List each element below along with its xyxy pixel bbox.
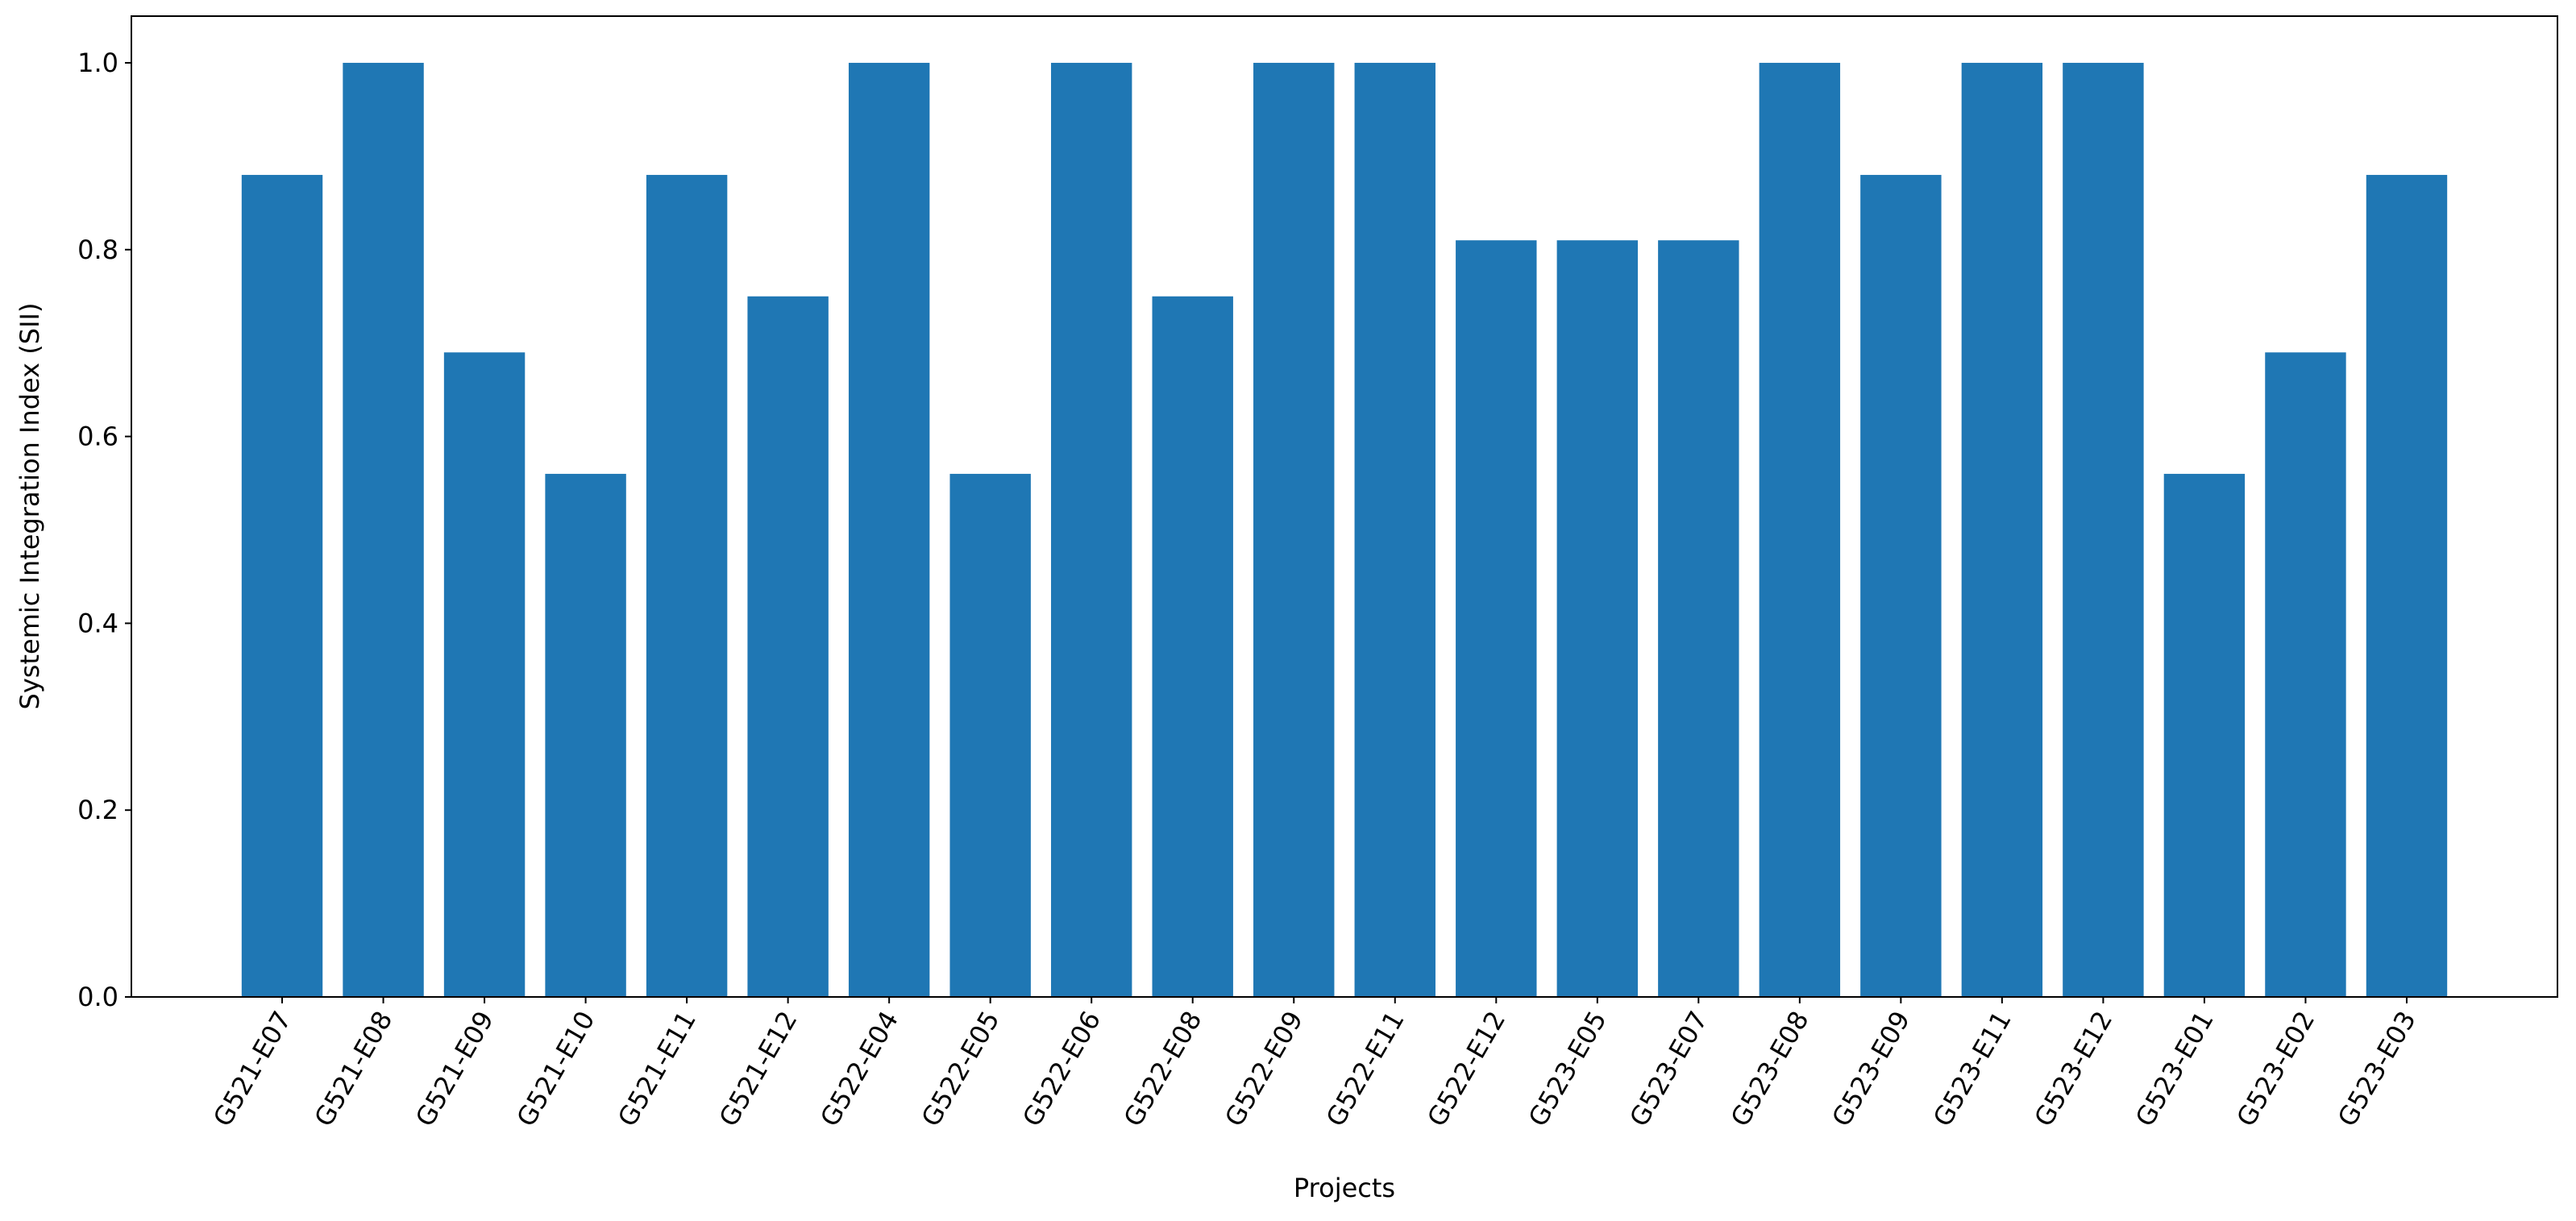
bar xyxy=(1152,296,1233,997)
y-tick-label: 0.4 xyxy=(77,608,118,638)
bar xyxy=(1556,240,1639,998)
bar xyxy=(343,62,424,997)
y-tick-label: 0.0 xyxy=(77,982,118,1012)
y-tick-label: 0.6 xyxy=(77,422,118,452)
bar xyxy=(1961,62,2043,997)
bar xyxy=(1354,62,1435,997)
axes-frame xyxy=(131,15,2558,998)
bar xyxy=(949,473,1031,997)
y-tick-label: 0.8 xyxy=(77,235,118,265)
bar xyxy=(1759,62,1841,997)
bar xyxy=(1456,240,1537,998)
bar xyxy=(241,175,323,998)
bar xyxy=(848,62,930,997)
y-tick-label: 0.2 xyxy=(77,795,118,825)
bar xyxy=(1860,175,1942,998)
bar xyxy=(747,296,829,997)
bar xyxy=(2063,62,2144,997)
bar xyxy=(1050,62,1132,997)
bar xyxy=(2265,352,2346,997)
y-axis-label: Systemic Integration Index (SII) xyxy=(15,303,45,710)
bar xyxy=(646,175,728,998)
x-axis-label: Projects xyxy=(1294,1173,1395,1203)
y-tick-label: 1.0 xyxy=(77,48,118,78)
bar xyxy=(2366,175,2448,998)
bar xyxy=(2163,473,2246,997)
bar xyxy=(1253,62,1335,997)
bar xyxy=(443,352,526,997)
bar xyxy=(545,473,626,997)
bar xyxy=(1658,240,1739,998)
